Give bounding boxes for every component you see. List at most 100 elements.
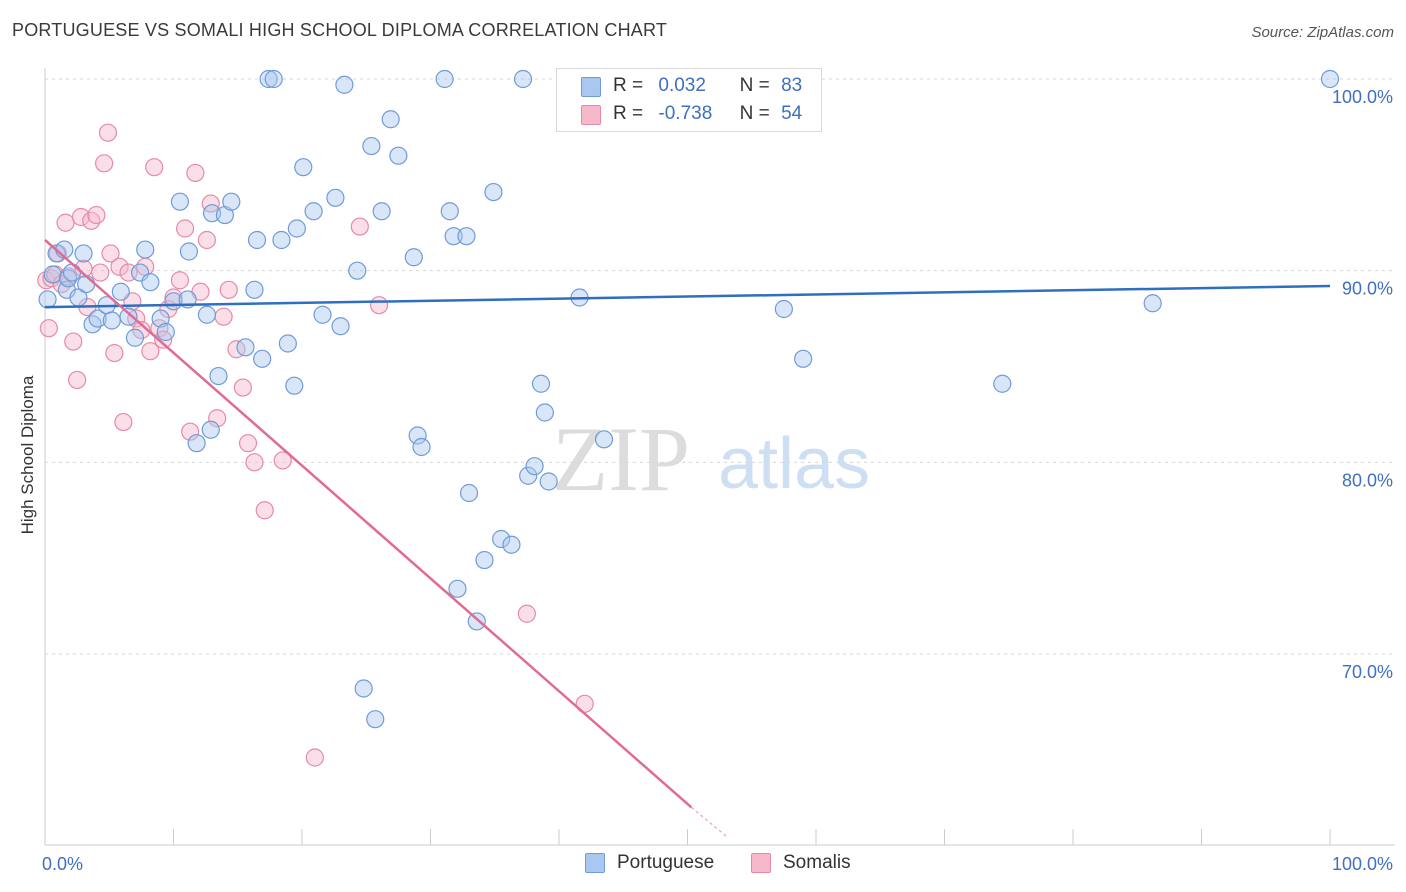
portuguese-points bbox=[38, 69, 1340, 729]
portuguese-point bbox=[362, 136, 381, 156]
y-tick-label: 70.0% bbox=[1342, 662, 1393, 682]
n-value: 54 bbox=[781, 103, 803, 124]
portuguese-point bbox=[335, 75, 354, 94]
somali-point bbox=[145, 158, 164, 177]
portuguese-point bbox=[253, 349, 272, 368]
portuguese-trend-line bbox=[44, 284, 1331, 309]
somali-point bbox=[175, 219, 195, 238]
portuguese-point bbox=[156, 322, 175, 342]
somali-swatch bbox=[581, 105, 601, 125]
somali-point bbox=[305, 748, 324, 767]
somali-point bbox=[64, 332, 83, 351]
portuguese-point bbox=[245, 280, 264, 299]
watermark-atlas: atlas bbox=[718, 424, 870, 504]
portuguese-point bbox=[313, 305, 332, 324]
portuguese-point bbox=[201, 420, 220, 439]
portuguese-point bbox=[1143, 294, 1162, 313]
somali-point bbox=[227, 340, 246, 359]
portuguese-point bbox=[459, 483, 479, 503]
gridlines bbox=[45, 78, 1395, 655]
portuguese-point bbox=[513, 69, 533, 89]
portuguese-point bbox=[304, 202, 323, 221]
portuguese-point bbox=[389, 146, 408, 165]
somali-point bbox=[39, 319, 58, 338]
x-tick-label: 100.0% bbox=[1332, 854, 1393, 874]
portuguese-legend-swatch bbox=[585, 853, 605, 873]
portuguese-point bbox=[119, 307, 138, 326]
portuguese-point bbox=[43, 265, 62, 284]
somali-point bbox=[87, 205, 106, 225]
somali-point bbox=[91, 263, 110, 282]
legend-somalis: Somalis bbox=[751, 852, 851, 874]
portuguese-point bbox=[247, 230, 267, 250]
portuguese-point bbox=[111, 282, 130, 301]
legend-row-portuguese: R = 0.032 N = 83 bbox=[581, 75, 802, 97]
somali-point bbox=[197, 230, 217, 250]
somali-point bbox=[68, 370, 87, 390]
somali-point bbox=[350, 217, 369, 236]
somali-point bbox=[517, 604, 536, 623]
y-tick-label: 100.0% bbox=[1332, 87, 1393, 107]
somali-point bbox=[201, 194, 220, 213]
portuguese-point bbox=[492, 529, 511, 549]
somali-point bbox=[82, 211, 101, 230]
portuguese-point bbox=[287, 219, 306, 238]
portuguese-point bbox=[993, 374, 1012, 393]
portuguese-point bbox=[259, 69, 278, 89]
portuguese-point bbox=[209, 366, 228, 386]
portuguese-point bbox=[404, 248, 423, 267]
portuguese-point bbox=[519, 466, 538, 485]
somali-point bbox=[233, 378, 252, 397]
somali-points bbox=[37, 123, 594, 767]
portuguese-point bbox=[539, 472, 558, 491]
n-value: 83 bbox=[781, 75, 803, 96]
portuguese-point bbox=[366, 710, 385, 729]
somali-trend-line bbox=[44, 239, 693, 809]
somali-point bbox=[245, 453, 264, 472]
r-value: -0.738 bbox=[658, 103, 713, 124]
portuguese-point bbox=[535, 403, 554, 422]
portuguese-point bbox=[408, 426, 427, 445]
r-label: R = bbox=[613, 103, 644, 124]
tick-labels: 100.0% 90.0% 80.0% 70.0% 0.0% 100.0% bbox=[42, 87, 1393, 874]
portuguese-point bbox=[88, 309, 107, 328]
portuguese-point bbox=[294, 158, 313, 177]
somali-point bbox=[114, 412, 133, 432]
portuguese-point bbox=[83, 315, 102, 334]
portuguese-point bbox=[62, 263, 82, 282]
portuguese-point bbox=[448, 579, 467, 598]
portuguese-point bbox=[331, 317, 350, 336]
portuguese-point bbox=[1320, 69, 1340, 89]
somali-point bbox=[95, 154, 114, 173]
portuguese-legend-label: Portuguese bbox=[617, 852, 715, 873]
somali-point bbox=[110, 257, 129, 276]
portuguese-point bbox=[444, 227, 463, 246]
portuguese-point bbox=[412, 437, 431, 457]
chart-title: PORTUGUESE VS SOMALI HIGH SCHOOL DIPLOMA… bbox=[12, 20, 668, 40]
somali-point bbox=[170, 271, 190, 290]
portuguese-point bbox=[794, 349, 813, 368]
portuguese-point bbox=[278, 334, 297, 353]
portuguese-point bbox=[531, 374, 551, 393]
portuguese-point bbox=[440, 202, 459, 221]
portuguese-point bbox=[272, 230, 291, 250]
portuguese-point bbox=[102, 311, 121, 330]
portuguese-point bbox=[125, 328, 145, 347]
portuguese-swatch bbox=[581, 77, 601, 97]
somali-point bbox=[141, 342, 160, 361]
somali-point bbox=[214, 307, 233, 326]
somali-point bbox=[181, 422, 200, 441]
stats-legend: R = 0.032 N = 83 R = -0.738 N = 54 bbox=[556, 68, 822, 132]
portuguese-point bbox=[326, 188, 345, 207]
somali-point bbox=[101, 244, 120, 263]
portuguese-point bbox=[457, 227, 476, 246]
portuguese-point bbox=[264, 69, 283, 89]
somali-point bbox=[186, 163, 205, 183]
portuguese-point bbox=[38, 290, 57, 309]
portuguese-point bbox=[354, 679, 373, 698]
somali-point bbox=[370, 296, 389, 315]
watermark-zip: ZIP bbox=[552, 408, 690, 510]
portuguese-point bbox=[285, 376, 304, 395]
somali-legend-label: Somalis bbox=[783, 852, 851, 873]
portuguese-point bbox=[236, 338, 255, 357]
